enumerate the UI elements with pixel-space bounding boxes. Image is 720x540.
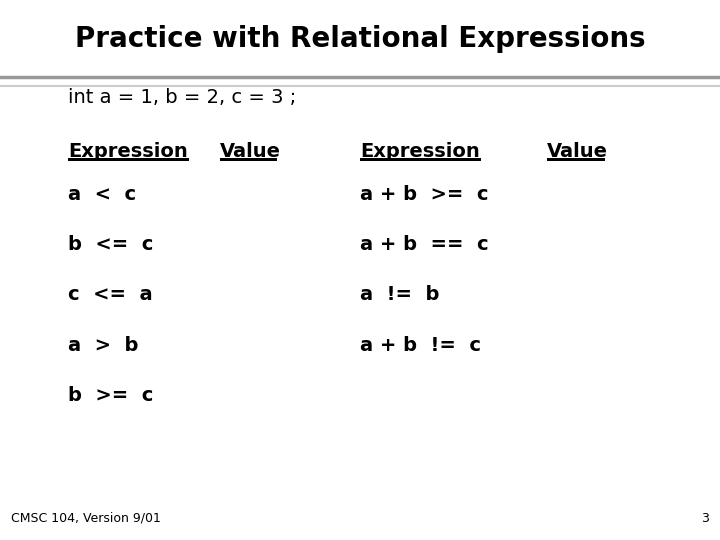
Text: b  <=  c: b <= c — [68, 235, 154, 254]
FancyBboxPatch shape — [360, 158, 481, 161]
FancyBboxPatch shape — [547, 158, 605, 161]
Text: Expression: Expression — [360, 141, 480, 161]
Text: int a = 1, b = 2, c = 3 ;: int a = 1, b = 2, c = 3 ; — [68, 87, 297, 107]
Text: Value: Value — [547, 141, 608, 161]
Text: a  !=  b: a != b — [360, 285, 439, 305]
Text: a + b  !=  c: a + b != c — [360, 335, 481, 355]
Text: CMSC 104, Version 9/01: CMSC 104, Version 9/01 — [11, 512, 161, 525]
FancyBboxPatch shape — [220, 158, 277, 161]
FancyBboxPatch shape — [68, 158, 189, 161]
Text: b  >=  c: b >= c — [68, 386, 154, 405]
Text: c  <=  a: c <= a — [68, 285, 153, 305]
Text: a  <  c: a < c — [68, 185, 137, 204]
Text: Practice with Relational Expressions: Practice with Relational Expressions — [75, 25, 645, 53]
Text: Expression: Expression — [68, 141, 188, 161]
Text: a + b  >=  c: a + b >= c — [360, 185, 488, 204]
Text: a + b  ==  c: a + b == c — [360, 235, 489, 254]
Text: Value: Value — [220, 141, 281, 161]
Text: 3: 3 — [701, 512, 709, 525]
Text: a  >  b: a > b — [68, 335, 139, 355]
